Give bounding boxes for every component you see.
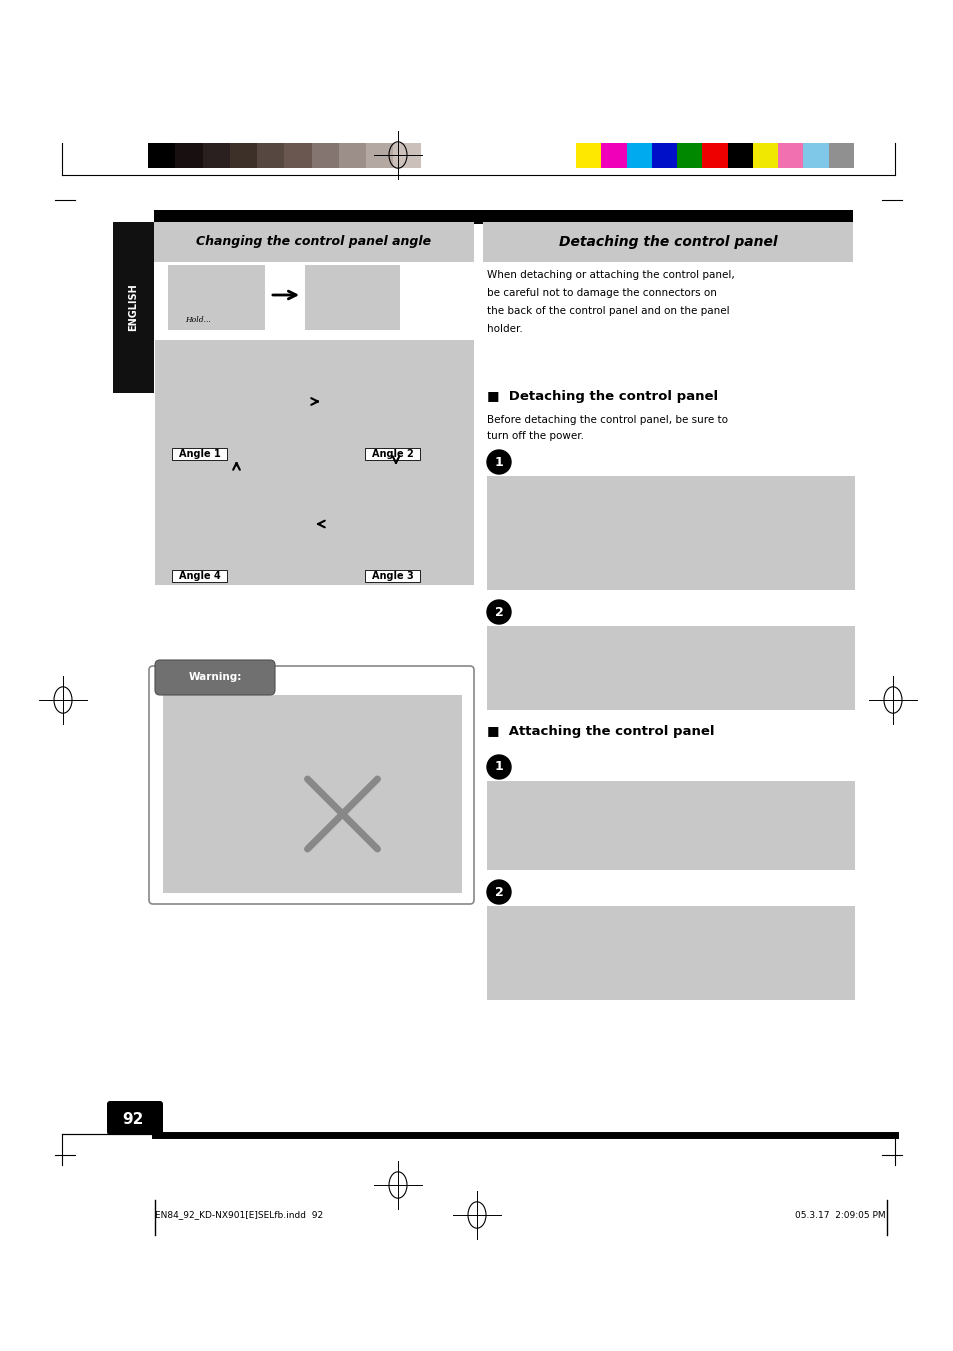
Bar xyxy=(365,449,420,459)
Bar xyxy=(256,143,284,168)
Circle shape xyxy=(486,755,511,780)
Bar xyxy=(677,143,701,168)
Bar xyxy=(284,143,312,168)
Bar xyxy=(230,143,256,168)
Text: 2: 2 xyxy=(494,885,503,898)
Text: Angle 2: Angle 2 xyxy=(372,449,414,459)
Text: 1: 1 xyxy=(494,761,503,774)
Bar xyxy=(486,626,854,711)
Text: EN84_92_KD-NX901[E]SELfb.indd  92: EN84_92_KD-NX901[E]SELfb.indd 92 xyxy=(154,1210,323,1220)
Bar xyxy=(168,265,265,330)
Bar xyxy=(576,143,600,168)
Bar xyxy=(317,463,474,585)
Text: be careful not to damage the connectors on: be careful not to damage the connectors … xyxy=(486,288,716,299)
Bar xyxy=(172,449,227,459)
Text: When detaching or attaching the control panel,: When detaching or attaching the control … xyxy=(486,270,734,280)
Text: Detaching the control panel: Detaching the control panel xyxy=(558,235,777,249)
FancyBboxPatch shape xyxy=(107,1101,163,1135)
Bar xyxy=(153,222,474,262)
Bar xyxy=(148,143,175,168)
Text: holder.: holder. xyxy=(486,324,522,334)
Text: 2: 2 xyxy=(494,605,503,619)
Bar xyxy=(626,143,651,168)
FancyBboxPatch shape xyxy=(154,661,274,694)
Bar xyxy=(420,143,448,168)
Bar xyxy=(365,570,420,582)
Text: Angle 1: Angle 1 xyxy=(179,449,221,459)
Bar xyxy=(338,143,366,168)
Bar xyxy=(393,143,420,168)
Circle shape xyxy=(486,880,511,904)
Bar xyxy=(163,694,461,893)
Bar xyxy=(172,570,227,582)
Bar xyxy=(486,476,854,590)
Bar xyxy=(651,143,677,168)
Text: 92: 92 xyxy=(122,1112,144,1127)
Circle shape xyxy=(486,600,511,624)
Bar xyxy=(202,143,230,168)
Text: ■  Attaching the control panel: ■ Attaching the control panel xyxy=(486,725,714,738)
Bar xyxy=(701,143,727,168)
Text: Warning:: Warning: xyxy=(188,671,241,682)
Bar xyxy=(153,209,852,224)
Text: Hold...: Hold... xyxy=(185,316,211,324)
Text: 1: 1 xyxy=(494,455,503,469)
Text: Angle 4: Angle 4 xyxy=(179,571,221,581)
Bar xyxy=(175,143,202,168)
Text: 05.3.17  2:09:05 PM: 05.3.17 2:09:05 PM xyxy=(794,1210,884,1220)
Bar xyxy=(828,143,853,168)
Bar xyxy=(482,222,852,262)
Text: Changing the control panel angle: Changing the control panel angle xyxy=(196,235,431,249)
FancyBboxPatch shape xyxy=(149,666,474,904)
Text: Before detaching the control panel, be sure to: Before detaching the control panel, be s… xyxy=(486,415,727,426)
Text: turn off the power.: turn off the power. xyxy=(486,431,583,440)
Bar xyxy=(154,340,317,463)
Bar xyxy=(802,143,828,168)
Bar xyxy=(317,340,474,463)
Bar xyxy=(486,781,854,870)
Bar xyxy=(312,143,338,168)
Bar xyxy=(600,143,626,168)
Text: ENGLISH: ENGLISH xyxy=(129,284,138,331)
Bar xyxy=(154,463,317,585)
Bar xyxy=(366,143,393,168)
Bar xyxy=(752,143,778,168)
Text: the back of the control panel and on the panel: the back of the control panel and on the… xyxy=(486,305,729,316)
Circle shape xyxy=(486,450,511,474)
Bar xyxy=(778,143,802,168)
Bar xyxy=(727,143,752,168)
Bar xyxy=(112,222,153,393)
Bar xyxy=(305,265,399,330)
Text: Angle 3: Angle 3 xyxy=(372,571,414,581)
Text: ■  Detaching the control panel: ■ Detaching the control panel xyxy=(486,390,718,403)
Bar xyxy=(486,907,854,1000)
